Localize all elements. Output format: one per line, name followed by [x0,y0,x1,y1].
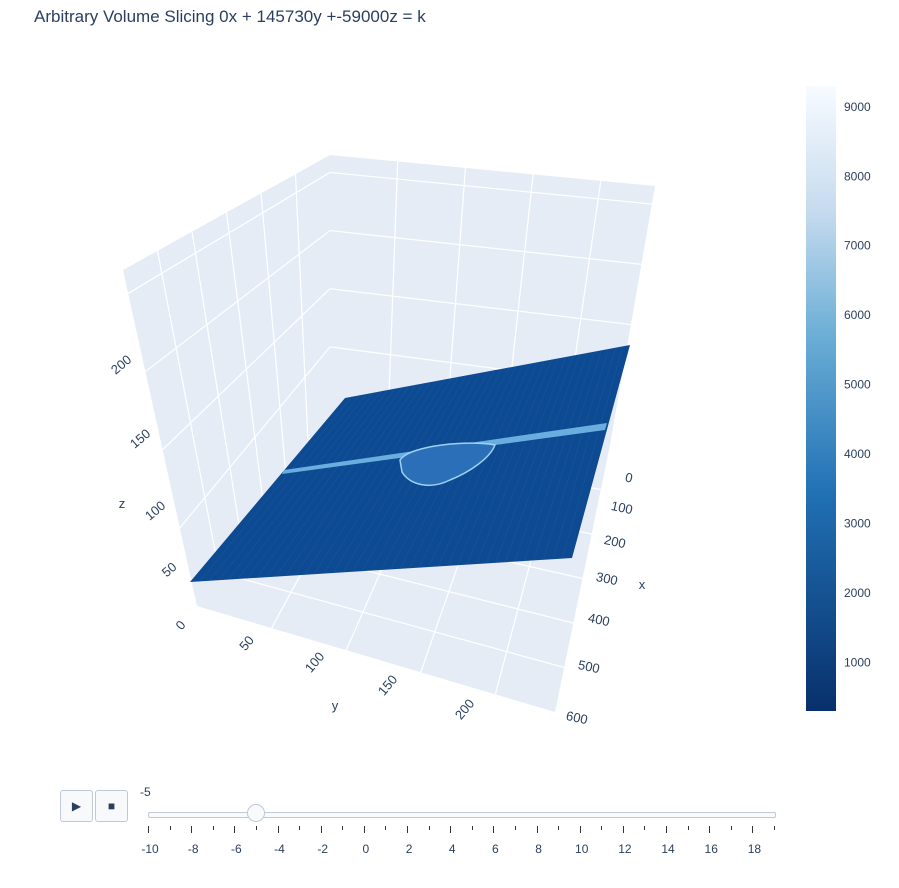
z-tick-label: 150 [127,426,153,451]
slider-tick-label[interactable]: -2 [317,842,329,856]
colorbar-tick-label: 7000 [844,239,871,253]
3d-scene[interactable]: 50 100 150 200 z 0 50 100 150 200 y 0 100 200 300 400 50… [0,0,790,740]
y-tick-label: 50 [236,633,257,654]
slider-tick [342,826,344,830]
z-axis-title: z [119,496,126,511]
slider-tick [450,826,452,833]
slider-tick-label[interactable]: 2 [405,842,413,856]
slider-tick [428,826,430,830]
slider-tick [493,826,495,833]
slider-tick [687,826,689,830]
x-tick-label: 0 [624,470,634,486]
colorbar-tick-label: 3000 [844,517,871,531]
slider-tick [148,826,149,833]
slider-tick [752,826,754,833]
x-tick-label: 200 [603,532,627,551]
slider-tick-label[interactable]: 12 [618,842,632,856]
slider-current-value: -5 [140,785,151,799]
slider-tick-label[interactable]: -4 [274,842,285,856]
slider-tick [363,826,365,833]
slider-tick-label[interactable]: -6 [231,842,242,856]
z-tick-label: 50 [159,559,180,580]
slider-tick [558,826,560,830]
colorbar: 9000 8000 7000 6000 5000 4000 3000 2000 1000 [806,86,871,711]
slider-tick [730,826,732,830]
slider-tick-label[interactable]: -8 [187,842,199,856]
x-tick-label: 500 [577,657,601,676]
slider-tick-label[interactable]: 16 [704,842,718,856]
slider-tick-label[interactable]: 10 [575,842,589,856]
slider-tick [666,826,668,833]
slider-tick [601,826,603,830]
slider-tick [514,826,516,830]
slider-tick-label[interactable]: 14 [661,842,675,856]
slider-rail[interactable] [148,812,776,818]
colorbar-tick-label: 4000 [844,447,871,461]
stop-button[interactable]: ■ [95,790,128,822]
colorbar-gradient [806,86,836,711]
plane-texture [199,346,624,582]
colorbar-tick-label: 2000 [844,586,871,600]
slider-tick [579,826,581,833]
slider-grip[interactable] [246,804,265,822]
x-tick-label: 100 [610,498,634,517]
slider-tick [407,826,409,833]
x-tick-label: 400 [587,610,611,629]
z-tick-label: 200 [108,352,134,377]
pane-left [123,155,330,606]
slider-tick [709,826,711,833]
slider-tick [471,826,473,830]
slider-tick [385,826,387,830]
slider-tick [169,826,171,830]
slider-tick [277,826,279,833]
slider-tick-label[interactable]: 4 [448,842,456,856]
slider-tick [774,826,775,830]
play-button[interactable]: ▶ [60,790,93,822]
slider-tick [622,826,624,833]
slider-tick [644,826,646,830]
animation-controls: ▶ ■ [60,790,130,822]
slider-ticks: -10 -8 -6 -4 -2 0 2 4 6 8 10 12 14 16 18 [138,826,788,866]
slider-tick [320,826,322,833]
colorbar-tick-label: 9000 [844,100,871,114]
slider-tick-label[interactable]: 8 [535,842,542,856]
y-axis-title: y [332,698,339,713]
colorbar-tick-label: 5000 [844,378,871,392]
y-tick-label: 150 [375,672,400,698]
slider-tick [234,826,236,833]
slider-tick-label[interactable]: -10 [141,842,159,856]
colorbar-tick-label: 1000 [844,655,871,669]
slider-tick [212,826,214,830]
colorbar-tick-label: 8000 [844,169,871,183]
slider-tick-label[interactable]: 6 [492,842,499,856]
slider-tick [255,826,257,830]
slider-tick [299,826,301,830]
z-tick-label: 100 [142,498,168,523]
slider-tick-label[interactable]: 18 [747,842,762,856]
stop-icon: ■ [107,799,116,813]
y-tick-label: 100 [302,649,327,675]
slider-tick [191,826,193,833]
x-tick-label: 300 [595,569,619,588]
play-icon: ▶ [71,799,82,813]
colorbar-tick-label: 6000 [844,308,871,322]
slider-tick [536,826,538,833]
x-tick-label: 600 [565,708,589,727]
y-tick-label: 200 [452,696,477,722]
frame-slider: -5 -10 -8 -6 -4 -2 0 2 4 6 8 10 12 14 16 18 [138,782,788,882]
chart-title: Arbitrary Volume Slicing 0x + 145730y +-… [34,7,426,26]
y-tick-label: 0 [172,618,188,633]
slider-tick-label[interactable]: 0 [362,842,370,856]
plane-feature [399,442,497,487]
x-axis-title: x [639,577,646,592]
